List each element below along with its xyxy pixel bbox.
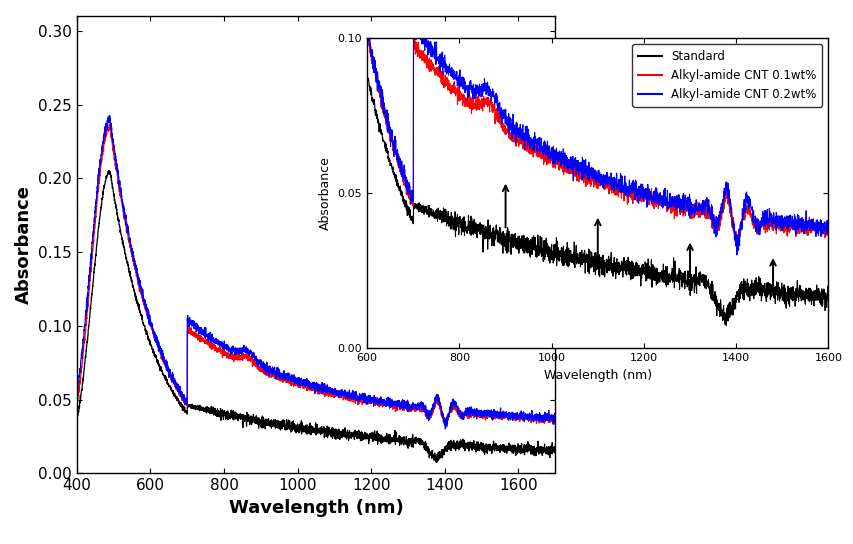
X-axis label: Wavelength (nm): Wavelength (nm) — [229, 499, 403, 517]
Y-axis label: Absorbance: Absorbance — [15, 186, 32, 304]
Y-axis label: Absorbance: Absorbance — [319, 156, 332, 230]
X-axis label: Wavelength (nm): Wavelength (nm) — [543, 369, 651, 381]
Legend: Standard, Alkyl-amide CNT 0.1wt%, Alkyl-amide CNT 0.2wt%: Standard, Alkyl-amide CNT 0.1wt%, Alkyl-… — [631, 44, 821, 107]
